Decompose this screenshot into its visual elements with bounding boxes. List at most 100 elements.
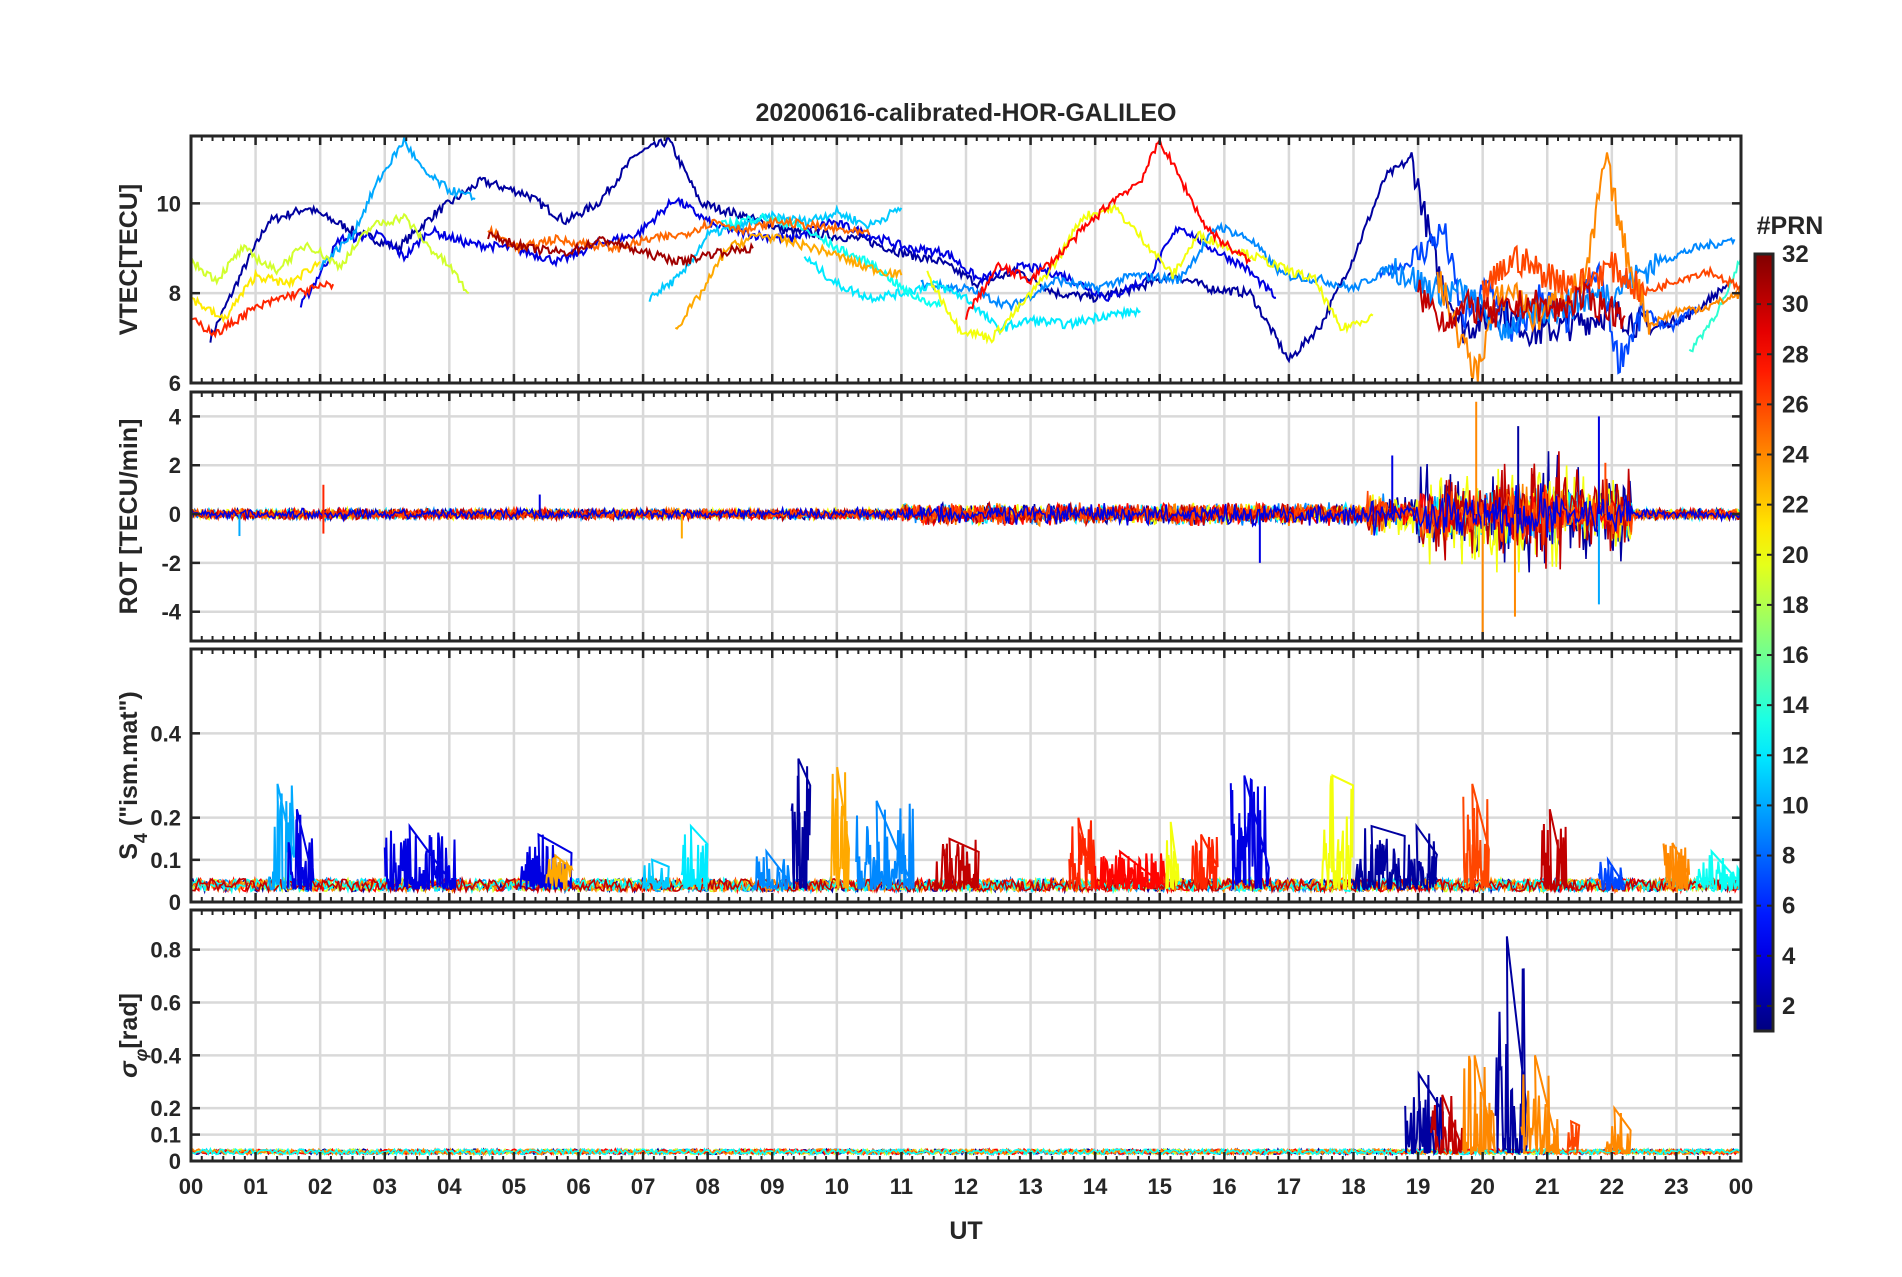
burst-prn-24	[1604, 1105, 1632, 1155]
vtec-series-prn-24	[1436, 152, 1741, 382]
burst-prn-2	[1352, 824, 1406, 893]
y-tick-label: 0	[169, 890, 181, 915]
burst-prn-4	[1229, 775, 1270, 890]
x-tick-label: 00	[179, 1174, 203, 1199]
x-tick-label: 12	[954, 1174, 978, 1199]
panel-2-data	[191, 401, 1741, 639]
burst-prn-2	[1404, 822, 1438, 892]
x-tick-label: 02	[308, 1174, 332, 1199]
y-axis-label: ROT [TECU/min]	[115, 419, 143, 615]
vtec-series-prn-11	[648, 204, 903, 302]
colorbar-title: #PRN	[1757, 212, 1824, 240]
x-tick-label: 03	[373, 1174, 397, 1199]
burst-prn-20	[1320, 773, 1355, 891]
y-tick-label: 0.1	[150, 1123, 181, 1148]
burst-prn-2	[1494, 936, 1529, 1156]
x-tick-label: 11	[890, 1174, 913, 1199]
burst-prn-30	[932, 837, 980, 893]
x-tick-label: 18	[1341, 1174, 1365, 1199]
x-tick-label: 17	[1277, 1174, 1301, 1199]
burst-prn-4	[286, 808, 315, 893]
x-tick-label: 05	[502, 1174, 526, 1199]
burst-prn-23	[829, 766, 851, 890]
burst-prn-7	[1597, 856, 1626, 891]
y-tick-label: 0.4	[150, 721, 181, 746]
y-tick-label: 4	[169, 404, 182, 429]
burst-prn-27	[1068, 817, 1096, 890]
x-tick-label: 21	[1535, 1174, 1559, 1199]
panel-1: 6 8 10 VTEC[TECU]	[115, 134, 1743, 396]
colorbar-tick-label: 20	[1782, 542, 1809, 569]
x-tick-label: 20	[1470, 1174, 1494, 1199]
colorbar-tick-label: 2	[1782, 993, 1795, 1020]
colorbar-tick-label: 10	[1782, 792, 1809, 819]
burst-prn-9	[751, 848, 793, 893]
vtec-series-prn-21	[191, 260, 321, 324]
y-tick-label: -2	[161, 551, 181, 576]
y-tick-label: 2	[169, 453, 181, 478]
burst-prn-23	[545, 853, 574, 890]
colorbar-tick-label: 24	[1782, 442, 1809, 469]
colorbar-tick-label: 22	[1782, 492, 1809, 519]
colorbar-tick-label: 8	[1782, 843, 1795, 870]
vtec-series-prn-13	[719, 212, 942, 309]
colorbar-tick-label: 18	[1782, 592, 1809, 619]
colorbar-gradient	[1753, 252, 1775, 1033]
x-tick-label: 01	[243, 1174, 267, 1199]
panel-3-data	[191, 758, 1741, 895]
y-tick-label: 0.2	[150, 1096, 181, 1121]
colorbar-tick-label: 30	[1782, 291, 1809, 318]
x-tick-label: 09	[760, 1174, 784, 1199]
burst-prn-4	[383, 822, 457, 893]
panel-2: -4 -2 0 2 4 ROT [TECU/min]	[115, 390, 1743, 643]
burst-prn-9	[855, 800, 915, 891]
burst-prn-24	[1462, 1055, 1497, 1156]
y-tick-label: 8	[169, 281, 181, 306]
y-tick-label: 0.4	[150, 1043, 181, 1068]
vtec-series-prn-2	[209, 136, 1729, 364]
colorbar-tick-label: 12	[1782, 742, 1809, 769]
panel-3: 0 0.1 0.2 0.4S4 ("ism.mat")	[115, 647, 1743, 915]
y-tick-label: 6	[169, 371, 181, 396]
burst-prn-11	[642, 858, 670, 893]
y-axis-label: S4 ("ism.mat")	[115, 691, 151, 860]
burst-prn-12	[680, 823, 709, 891]
burst-prn-2	[790, 758, 812, 892]
x-tick-label: 23	[1664, 1174, 1688, 1199]
y-axis-label: σφ[rad]	[115, 993, 151, 1078]
vtec-series-prn-27	[191, 280, 335, 339]
x-tick-label: 06	[566, 1174, 590, 1199]
burst-prn-30	[1539, 808, 1568, 893]
vtec-series-prn-28	[965, 136, 1251, 320]
burst-prn-24	[1520, 1055, 1561, 1156]
burst-prn-24	[1662, 842, 1691, 892]
colorbar-tick-label: 16	[1782, 642, 1809, 669]
x-tick-label: 04	[437, 1174, 462, 1199]
vtec-series-prn-20	[926, 202, 1374, 345]
y-tick-label: 0.8	[150, 938, 181, 963]
y-tick-label: -4	[161, 600, 181, 625]
x-tick-label: 16	[1212, 1174, 1236, 1199]
colorbar-tick-label: 26	[1782, 391, 1809, 418]
panel-1-data	[191, 136, 1741, 382]
rot-series-prn-30	[191, 451, 1741, 570]
burst-prn-26	[1565, 1119, 1581, 1157]
burst-prn-13	[1695, 848, 1741, 892]
x-tick-label: 19	[1406, 1174, 1430, 1199]
x-tick-label: 10	[825, 1174, 849, 1199]
x-tick-label: 22	[1600, 1174, 1624, 1199]
burst-prn-30	[1430, 1094, 1464, 1155]
colorbar-tick-label: 6	[1782, 893, 1795, 920]
vtec-series-prn-10	[319, 136, 476, 271]
colorbar-tick-label: 4	[1782, 943, 1796, 970]
burst-prn-26	[1462, 783, 1490, 890]
burst-prn-20	[1165, 821, 1180, 890]
colorbar-tick-label: 14	[1782, 692, 1809, 719]
vtec-series-prn-25	[487, 215, 871, 255]
vtec-series-prn-19	[191, 212, 470, 295]
y-tick-label: 0	[169, 1149, 181, 1174]
x-tick-label: 14	[1083, 1174, 1108, 1199]
vtec-series-prn-31	[487, 229, 754, 268]
y-tick-label: 0.1	[150, 848, 181, 873]
